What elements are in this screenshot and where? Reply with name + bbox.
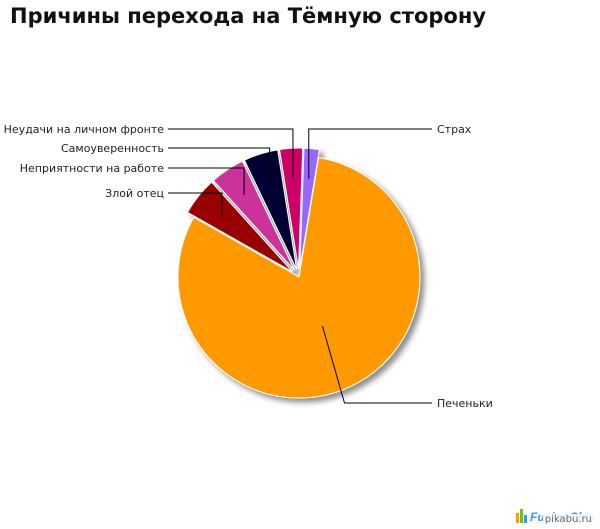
leader-line — [308, 128, 432, 179]
logo-bar-2 — [520, 509, 523, 523]
pie-slice — [243, 149, 298, 270]
slice-label: Неприятности на работе — [20, 162, 164, 175]
slice-label: Неудачи на личном фронте — [4, 123, 165, 136]
slice-label: Печеньки — [437, 397, 493, 410]
pie-slice — [177, 157, 421, 399]
pie-slices — [177, 147, 421, 399]
slice-label: Злой отец — [105, 187, 164, 200]
pie-slice — [186, 181, 294, 273]
pie-slice — [278, 147, 304, 270]
leader-lines — [168, 128, 432, 404]
leader-line — [168, 147, 271, 183]
slice-label: Страх — [437, 123, 472, 136]
watermark: pikabu.ru — [542, 514, 594, 525]
logo-bar-1 — [516, 513, 519, 523]
leader-line — [168, 192, 223, 216]
leader-line — [322, 325, 432, 404]
slice-label: Самоуверенность — [61, 142, 164, 155]
logo-bar-3 — [524, 515, 527, 523]
leader-line — [168, 167, 245, 195]
slice-labels: Страх Печеньки Злой отец Неприятности на ра… — [4, 123, 493, 410]
chart-title: Причины перехода на Тёмную сторону — [10, 4, 487, 28]
leader-line — [168, 128, 294, 179]
pie-slice — [212, 160, 295, 271]
pie-slice — [299, 147, 321, 270]
